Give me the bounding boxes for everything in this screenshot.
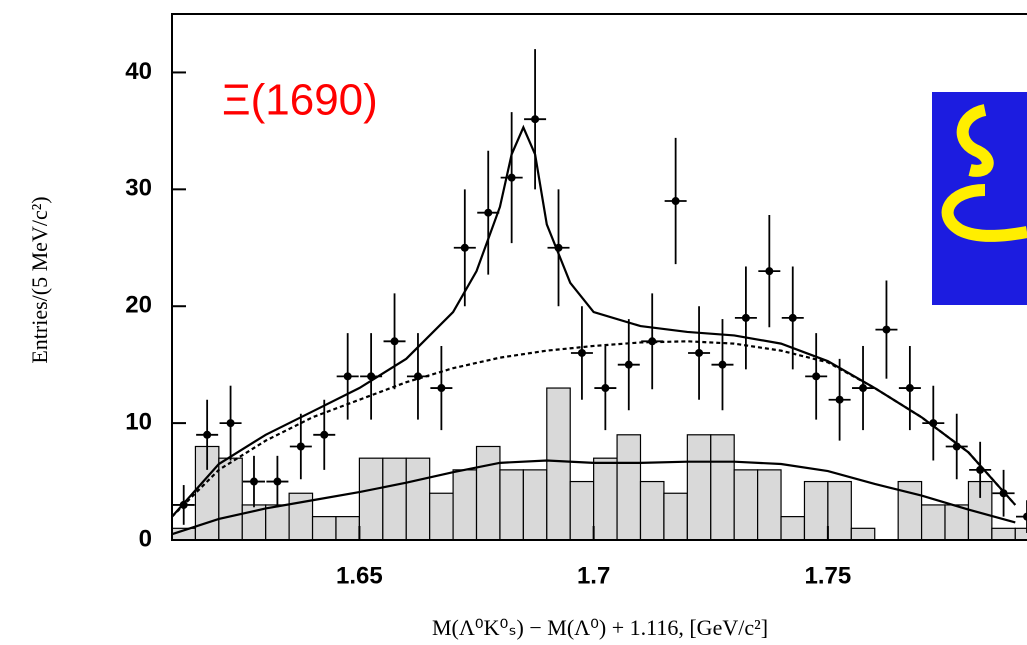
histogram-bar bbox=[663, 492, 688, 540]
data-point bbox=[624, 360, 633, 369]
data-point bbox=[601, 384, 610, 393]
data-point bbox=[367, 372, 376, 381]
histogram-bar bbox=[686, 434, 712, 540]
data-point bbox=[460, 243, 469, 252]
histogram-bar bbox=[429, 492, 454, 540]
data-point bbox=[203, 430, 212, 439]
data-point bbox=[320, 430, 329, 439]
histogram-bar bbox=[265, 504, 290, 540]
data-point bbox=[296, 442, 305, 451]
data-point bbox=[882, 325, 891, 334]
x-axis-label: M(Λ⁰K⁰ₛ) − M(Λ⁰) + 1.116, [GeV/c²] bbox=[432, 615, 768, 640]
histogram-bar bbox=[639, 480, 665, 540]
y-axis-label: Entries/(5 MeV/c²) bbox=[27, 196, 52, 363]
plot-frame bbox=[171, 13, 1027, 541]
fit-curve bbox=[172, 459, 1016, 536]
histogram-bar bbox=[311, 516, 337, 540]
histogram-bar bbox=[827, 480, 852, 540]
data-point bbox=[226, 419, 235, 428]
data-point bbox=[437, 384, 446, 393]
plot-area bbox=[172, 49, 1027, 540]
histogram-bar bbox=[475, 445, 501, 540]
data-point bbox=[249, 477, 258, 486]
data-point bbox=[531, 115, 540, 124]
y-tick-label: 30 bbox=[125, 175, 152, 202]
data-point bbox=[1023, 512, 1027, 521]
data-point bbox=[812, 372, 821, 381]
annotation: Ξ(1690) bbox=[222, 76, 378, 125]
histogram-bar bbox=[569, 480, 595, 540]
data-point bbox=[179, 500, 188, 509]
data-point bbox=[765, 267, 774, 276]
histogram-bar bbox=[616, 434, 642, 540]
histogram-bar bbox=[733, 469, 759, 540]
histogram-bar bbox=[920, 504, 946, 540]
histogram-bar bbox=[452, 469, 478, 540]
histogram-bar bbox=[593, 457, 618, 540]
histogram-bar bbox=[944, 504, 970, 540]
data-point bbox=[648, 337, 657, 346]
histogram-bar bbox=[850, 527, 876, 540]
x-tick-label: 1.7 bbox=[577, 562, 610, 589]
histogram-bar bbox=[546, 387, 571, 540]
histogram-bar bbox=[522, 469, 548, 540]
x-tick-label: 1.75 bbox=[805, 562, 852, 589]
x-tick-label: 1.65 bbox=[336, 562, 383, 589]
data-point bbox=[929, 419, 938, 428]
data-point bbox=[999, 489, 1008, 498]
y-tick-label: 0 bbox=[139, 525, 152, 552]
data-point bbox=[413, 372, 422, 381]
data-point bbox=[390, 337, 399, 346]
data-point bbox=[976, 465, 985, 474]
histogram-bar bbox=[335, 516, 360, 540]
data-point bbox=[952, 442, 961, 451]
data-point bbox=[343, 372, 352, 381]
histogram-bar bbox=[1014, 527, 1027, 540]
histogram-bar bbox=[780, 516, 806, 540]
data-point bbox=[788, 313, 797, 322]
data-point bbox=[835, 395, 844, 404]
data-point bbox=[741, 313, 750, 322]
histogram-bar bbox=[803, 480, 829, 540]
data-point bbox=[273, 477, 282, 486]
y-tick-label: 40 bbox=[125, 58, 152, 85]
histogram-bar bbox=[710, 434, 735, 540]
y-tick-label: 20 bbox=[125, 292, 152, 319]
data-point bbox=[718, 360, 727, 369]
fit-curve bbox=[172, 340, 1017, 518]
data-point bbox=[905, 384, 914, 393]
y-tick-label: 10 bbox=[125, 408, 152, 435]
data-point bbox=[859, 384, 868, 393]
histogram-bar bbox=[405, 457, 431, 540]
data-point bbox=[577, 348, 586, 357]
data-point bbox=[554, 243, 563, 252]
data-point bbox=[507, 173, 516, 182]
histogram-bar bbox=[358, 457, 384, 540]
histogram-bar bbox=[218, 457, 243, 540]
histogram-bar bbox=[991, 527, 1016, 540]
data-point bbox=[484, 208, 493, 217]
data-point bbox=[671, 197, 680, 206]
histogram-bar bbox=[757, 469, 782, 540]
histogram-bar bbox=[499, 469, 524, 540]
data-point bbox=[695, 348, 704, 357]
inset-logo bbox=[932, 92, 1027, 305]
histogram-bar bbox=[382, 457, 407, 540]
